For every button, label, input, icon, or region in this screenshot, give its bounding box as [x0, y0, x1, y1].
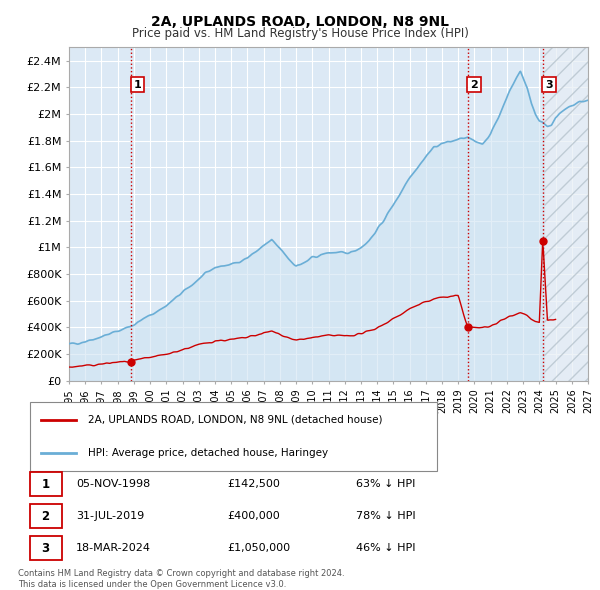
Bar [543, 47, 588, 381]
Text: Price paid vs. HM Land Registry's House Price Index (HPI): Price paid vs. HM Land Registry's House … [131, 27, 469, 40]
FancyBboxPatch shape [29, 504, 62, 528]
Text: Contains HM Land Registry data © Crown copyright and database right 2024.
This d: Contains HM Land Registry data © Crown c… [18, 569, 344, 589]
Text: 63% ↓ HPI: 63% ↓ HPI [356, 479, 415, 489]
Text: 78% ↓ HPI: 78% ↓ HPI [356, 512, 415, 521]
Text: £400,000: £400,000 [227, 512, 280, 521]
Text: £1,050,000: £1,050,000 [227, 543, 290, 553]
FancyBboxPatch shape [29, 472, 62, 496]
Text: 18-MAR-2024: 18-MAR-2024 [76, 543, 151, 553]
Text: 2: 2 [41, 510, 49, 523]
Text: 2: 2 [470, 80, 478, 90]
Text: 31-JUL-2019: 31-JUL-2019 [76, 512, 145, 521]
Text: HPI: Average price, detached house, Haringey: HPI: Average price, detached house, Hari… [88, 448, 328, 458]
Text: 2A, UPLANDS ROAD, LONDON, N8 9NL: 2A, UPLANDS ROAD, LONDON, N8 9NL [151, 15, 449, 29]
Text: 3: 3 [545, 80, 553, 90]
Text: 3: 3 [41, 542, 49, 555]
Text: 1: 1 [134, 80, 142, 90]
Text: 05-NOV-1998: 05-NOV-1998 [76, 479, 151, 489]
Text: 1: 1 [41, 478, 49, 491]
FancyBboxPatch shape [29, 402, 437, 471]
Text: 46% ↓ HPI: 46% ↓ HPI [356, 543, 415, 553]
Text: £142,500: £142,500 [227, 479, 280, 489]
Text: 2A, UPLANDS ROAD, LONDON, N8 9NL (detached house): 2A, UPLANDS ROAD, LONDON, N8 9NL (detach… [88, 415, 382, 425]
FancyBboxPatch shape [29, 536, 62, 560]
